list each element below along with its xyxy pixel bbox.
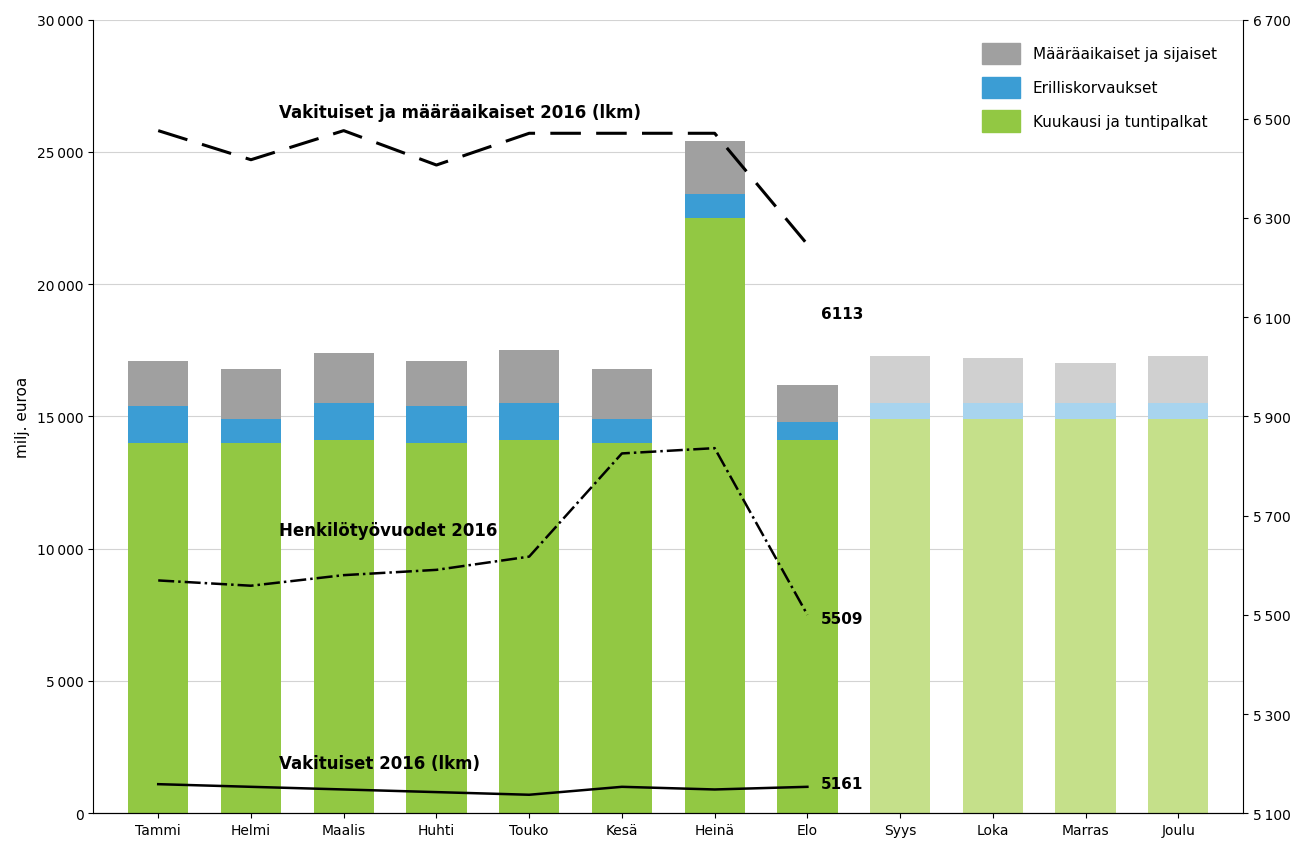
Bar (1148, 419, 1208, 814)
Bar (128, 406, 188, 443)
Bar (1055, 419, 1115, 814)
Bar (777, 385, 837, 423)
Bar (406, 361, 466, 406)
Bar (1148, 404, 1208, 419)
Bar (777, 423, 837, 440)
Bar (499, 404, 559, 440)
Bar (684, 195, 744, 219)
Bar (1148, 356, 1208, 404)
Bar (313, 404, 374, 440)
Bar (406, 443, 466, 814)
Text: Henkilötyövuodet 2016: Henkilötyövuodet 2016 (278, 521, 498, 540)
Bar (313, 440, 374, 814)
Bar (1055, 364, 1115, 404)
Text: 6113: 6113 (821, 307, 863, 322)
Text: 5161: 5161 (821, 776, 863, 792)
Bar (499, 440, 559, 814)
Bar (870, 356, 930, 404)
Bar (221, 443, 281, 814)
Bar (128, 361, 188, 406)
Bar (592, 443, 652, 814)
Bar (684, 142, 744, 195)
Bar (313, 354, 374, 404)
Bar (592, 419, 652, 443)
Bar (499, 351, 559, 404)
Bar (963, 419, 1023, 814)
Bar (592, 369, 652, 419)
Bar (777, 440, 837, 814)
Legend: Määräaikaiset ja sijaiset, Erilliskorvaukset, Kuukausi ja tuntipalkat: Määräaikaiset ja sijaiset, Erilliskorvau… (974, 36, 1224, 141)
Bar (684, 219, 744, 814)
Text: 5509: 5509 (821, 611, 863, 626)
Bar (870, 404, 930, 419)
Bar (870, 419, 930, 814)
Bar (1055, 404, 1115, 419)
Bar (221, 419, 281, 443)
Text: Vakituiset ja määräaikaiset 2016 (lkm): Vakituiset ja määräaikaiset 2016 (lkm) (278, 104, 641, 122)
Bar (406, 406, 466, 443)
Y-axis label: milj. euroa: milj. euroa (14, 377, 30, 458)
Bar (128, 443, 188, 814)
Bar (963, 359, 1023, 404)
Bar (221, 369, 281, 419)
Bar (963, 404, 1023, 419)
Text: Vakituiset 2016 (lkm): Vakituiset 2016 (lkm) (278, 754, 479, 773)
